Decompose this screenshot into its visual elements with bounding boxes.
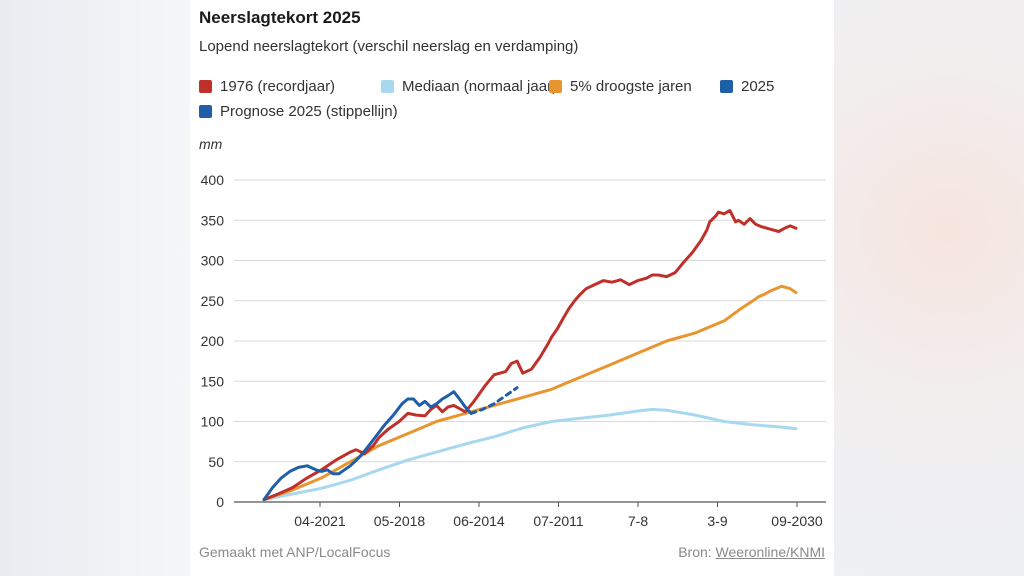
footer-source: Bron: Weeronline/KNMI: [678, 544, 825, 560]
y-tick-labels: 0 50 100 150 200 250 300 350 400: [201, 172, 225, 510]
legend-swatch-prognose: [199, 105, 212, 118]
series-line-droogste: [262, 284, 798, 502]
background-left: [0, 0, 190, 576]
line-chart: mm 0 50 100 150 200 250 300 350 400 04-2021 05-20…: [199, 136, 826, 529]
x-tick-label-6: 09-2030: [771, 513, 823, 529]
y-tick-label-200: 200: [201, 333, 225, 349]
legend-swatch-droogste: [549, 80, 562, 93]
series-line-mediaan: [262, 407, 798, 502]
legend-item-1976[interactable]: 1976 (recordjaar): [199, 78, 335, 95]
chart-subtitle: Lopend neerslagtekort (verschil neerslag…: [199, 38, 579, 55]
legend-label-prognose: Prognose 2025 (stippellijn): [220, 103, 398, 120]
x-tick-label-5: 3-9: [707, 513, 727, 529]
footer-credit: Gemaakt met ANP/LocalFocus: [199, 544, 391, 560]
source-link[interactable]: Weeronline/KNMI: [715, 544, 825, 560]
legend-swatch-mediaan: [381, 80, 394, 93]
x-tick-labels: 04-2021 05-2018 06-2014 07-2011 7-8 3-9 09-203…: [294, 502, 823, 529]
x-tick-label-3: 07-2011: [533, 513, 584, 529]
legend-label-mediaan: Mediaan (normaal jaar): [402, 78, 558, 95]
y-tick-label-50: 50: [208, 454, 224, 470]
legend-swatch-2025: [720, 80, 733, 93]
legend-item-mediaan[interactable]: Mediaan (normaal jaar): [381, 78, 557, 95]
legend-label-droogste: 5% droogste jaren: [570, 78, 692, 95]
legend-item-2025[interactable]: 2025: [720, 78, 774, 95]
series-line-prognose: [469, 386, 519, 415]
legend-label-1976: 1976 (recordjaar): [220, 78, 336, 95]
y-tick-label-350: 350: [201, 212, 225, 228]
y-tick-label-100: 100: [201, 414, 225, 430]
y-tick-label-250: 250: [201, 293, 225, 309]
legend-label-2025: 2025: [741, 78, 775, 95]
x-tick-label-1: 05-2018: [374, 513, 426, 529]
grid-lines: [234, 179, 826, 503]
background-right: [834, 0, 1024, 576]
y-tick-label-150: 150: [201, 373, 225, 389]
chart-card: Neerslagtekort 2025 Lopend neerslagtekor…: [190, 0, 834, 576]
series-line-2025: [262, 390, 473, 502]
series-lines: [262, 209, 798, 502]
y-tick-label-0: 0: [216, 494, 224, 510]
x-tick-label-0: 04-2021: [294, 513, 346, 529]
y-tick-label-300: 300: [201, 253, 225, 269]
source-label: Bron:: [678, 544, 712, 560]
y-tick-label-400: 400: [201, 172, 225, 188]
legend-swatch-1976: [199, 80, 212, 93]
x-tick-label-2: 06-2014: [453, 513, 505, 529]
chart-title: Neerslagtekort 2025: [199, 8, 361, 27]
legend-item-prognose[interactable]: Prognose 2025 (stippellijn): [199, 103, 398, 120]
y-axis-unit-label: mm: [199, 136, 223, 152]
x-tick-label-4: 7-8: [628, 513, 648, 529]
series-line-1976: [262, 209, 798, 502]
legend-item-droogste[interactable]: 5% droogste jaren: [549, 78, 692, 95]
